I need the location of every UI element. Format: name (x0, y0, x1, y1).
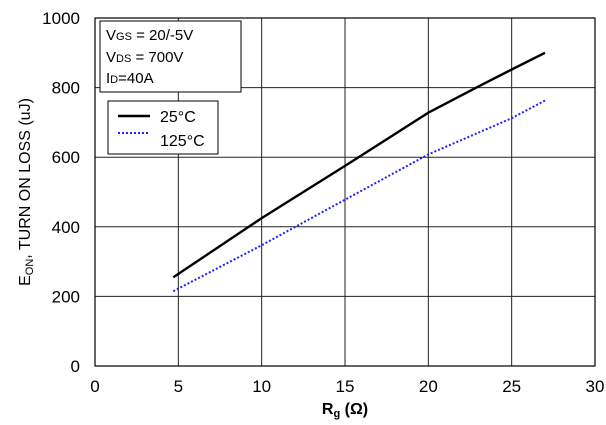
series-line-125c (172, 99, 546, 293)
x-axis-label-sub: g (333, 408, 340, 420)
y-tick-label: 0 (71, 357, 80, 376)
series-line-25c (172, 51, 546, 279)
x-tick-label: 20 (419, 377, 438, 396)
condition-vds: VDS = 700V (106, 49, 183, 66)
grid (95, 18, 595, 366)
y-axis-label-tail: , TURN ON LOSS (uJ) (17, 98, 34, 259)
y-tick-label: 400 (52, 218, 80, 237)
conditions-annotation: VGS = 20/-5V VDS = 700V ID=40A (99, 20, 242, 93)
x-axis-label-main: R (322, 401, 334, 418)
condition-id: ID=40A (106, 70, 154, 87)
y-axis-label-sub: ON (24, 259, 36, 276)
plot-area-frame (94, 17, 596, 367)
y-tick-label: 800 (52, 79, 80, 98)
x-axis-label: Rg (Ω) (322, 401, 368, 420)
x-tick-label: 25 (502, 377, 521, 396)
x-tick-label: 30 (586, 377, 605, 396)
tick-labels: 0 5 10 15 20 25 30 0 200 400 600 800 1000 (42, 9, 604, 396)
x-tick-label: 0 (90, 377, 99, 396)
condition-vgs: VGS = 20/-5V (106, 27, 193, 44)
legend-label-25c: 25°C (160, 109, 196, 126)
x-axis-label-tail: (Ω) (340, 401, 368, 418)
y-axis-label: EON, TURN ON LOSS (uJ) (17, 98, 36, 286)
legend: 25°C 125°C (107, 100, 219, 155)
y-tick-label: 600 (52, 148, 80, 167)
y-tick-label: 200 (52, 287, 80, 306)
series-layer (172, 51, 546, 293)
y-tick-label: 1000 (42, 9, 80, 28)
legend-label-125c: 125°C (160, 133, 205, 150)
x-tick-label: 15 (336, 377, 355, 396)
y-axis-label-pre: E (17, 275, 34, 286)
x-tick-label: 5 (174, 377, 183, 396)
x-tick-label: 10 (252, 377, 271, 396)
